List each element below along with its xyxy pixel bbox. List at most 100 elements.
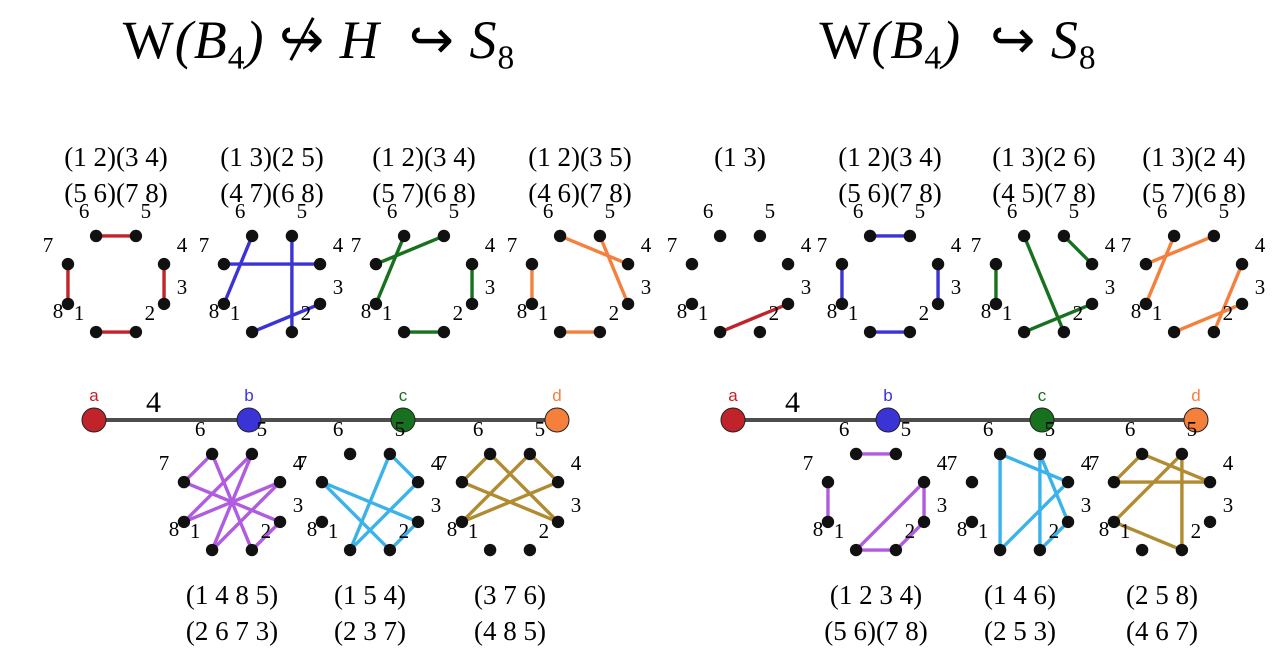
graph-edge [182, 480, 282, 524]
vertex-label: 6 [387, 199, 398, 223]
vertex-label: 2 [399, 519, 410, 543]
not-hookarrow-icon: ↪ [279, 8, 325, 71]
permutation-line: (1 2)(3 5) [528, 142, 632, 172]
vertex-label: 4 [1223, 451, 1234, 475]
vertex-label: 1 [1152, 301, 1163, 325]
vertex-label: 5 [395, 417, 406, 441]
vertex-label: 6 [543, 199, 554, 223]
vertex-label: 1 [978, 519, 989, 543]
graph-vertex [1061, 515, 1075, 529]
coxeter-node-label-c: c [399, 386, 408, 405]
coxeter-node-b[interactable] [236, 407, 262, 433]
graph-vertex [1017, 229, 1031, 243]
vertex-label: 7 [199, 233, 210, 257]
vertex-label: 5 [297, 199, 308, 223]
vertex-label: 8 [361, 299, 372, 323]
graph-vertex [917, 475, 931, 489]
vertex-label: 1 [698, 301, 709, 325]
graph-vertex [781, 297, 795, 311]
vertex-label: 1 [834, 519, 845, 543]
graph-edge [1144, 234, 1176, 306]
vertex-label: 1 [230, 301, 241, 325]
vertex-label: 2 [145, 301, 156, 325]
graph-edge [718, 302, 790, 334]
permutation-line: (1 3)(2 6) [992, 142, 1096, 172]
graph-vertex [397, 229, 411, 243]
vertex-label: 5 [257, 417, 268, 441]
graph-edge [182, 452, 254, 524]
graph-vertex [821, 515, 835, 529]
vertex-label: 6 [79, 199, 90, 223]
graph-vertex [129, 325, 143, 339]
graph-edge [528, 452, 560, 484]
graph-edge [374, 234, 406, 306]
graph-vertex [889, 543, 903, 557]
graph-vertex [369, 257, 383, 271]
vertex-label: 2 [769, 301, 780, 325]
graph-vertex [863, 229, 877, 243]
coxeter-node-d[interactable] [1183, 407, 1209, 433]
vertex-label: 7 [947, 451, 958, 475]
graph-vertex [903, 229, 917, 243]
coxeter-node-label-b: b [883, 386, 892, 405]
vertex-label: 7 [971, 233, 982, 257]
graph-vertex [593, 229, 607, 243]
vertex-label: 2 [453, 301, 464, 325]
vertex-label: 1 [382, 301, 393, 325]
vertex-label: 3 [641, 275, 652, 299]
permutation-line: (5 6)(7 8) [824, 615, 928, 646]
vertex-label: 4 [571, 451, 582, 475]
graph-vertex [437, 229, 451, 243]
vertex-label: 1 [328, 519, 339, 543]
coxeter-node-b[interactable] [875, 407, 901, 433]
vertex-label: 3 [1223, 493, 1234, 517]
graph-edge [1144, 234, 1216, 266]
permutation-line: (4 7)(6 8) [220, 177, 324, 208]
graph-vertex [343, 543, 357, 557]
graph-vertex [1175, 447, 1189, 461]
graph-vertex [849, 447, 863, 461]
graph-vertex [245, 543, 259, 557]
graph-vertex [217, 257, 231, 271]
hookarrow-icon: ↪ [990, 10, 1037, 70]
graph-vertex [1203, 515, 1217, 529]
vertex-label: 3 [1255, 275, 1266, 299]
graph-edge [1062, 234, 1094, 266]
graph-edge [348, 480, 420, 552]
graph-vertex [993, 447, 1007, 461]
permutation-line: (5 7)(6 8) [1142, 177, 1246, 208]
coxeter-node-c[interactable] [1029, 407, 1055, 433]
graph-vertex [835, 297, 849, 311]
coxeter-node-a[interactable] [720, 407, 746, 433]
graph-vertex [129, 229, 143, 243]
vertex-label: 6 [333, 417, 344, 441]
coxeter-node-c[interactable] [390, 407, 416, 433]
vertex-label: 4 [641, 233, 652, 257]
coxeter-node-d[interactable] [544, 407, 570, 433]
vertex-label: 7 [667, 233, 678, 257]
permutation-label: (3 7 6) (4 8 5) [415, 578, 605, 649]
vertex-label: 2 [1049, 519, 1060, 543]
vertex-label: 6 [703, 199, 714, 223]
permutation-line: (4 8 5) [474, 615, 546, 646]
graph-vertex [1107, 475, 1121, 489]
vertex-label: 8 [1099, 517, 1110, 541]
vertex-label: 5 [605, 199, 616, 223]
coxeter-node-a[interactable] [81, 407, 107, 433]
permutation-line: (2 5 8) [1126, 580, 1198, 610]
vertex-label: 7 [351, 233, 362, 257]
graph-vertex [1207, 229, 1221, 243]
vertex-label: 4 [801, 233, 812, 257]
graph-vertex [273, 515, 287, 529]
graph-vertex [483, 447, 497, 461]
vertex-label: 6 [983, 417, 994, 441]
graph-edge [1022, 234, 1066, 334]
